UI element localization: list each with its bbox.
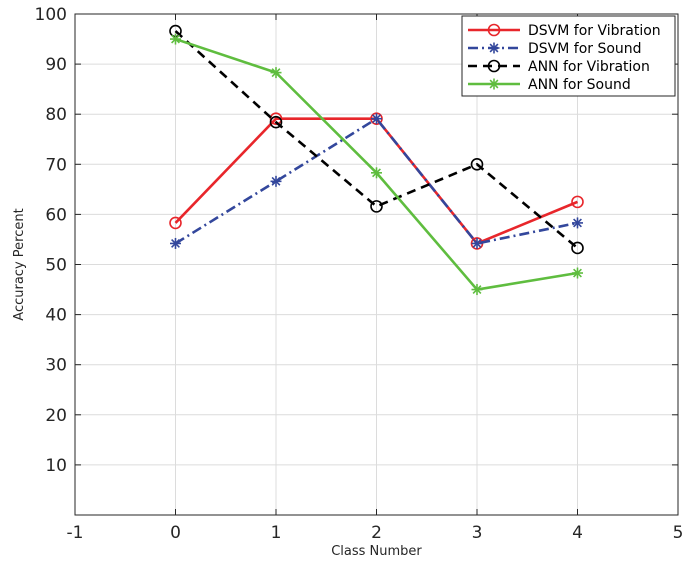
x-tick-label: 0	[170, 523, 181, 543]
y-tick-label: 80	[45, 105, 67, 125]
series-3	[169, 24, 584, 255]
marker-stroke	[372, 168, 381, 178]
data-point	[572, 217, 583, 229]
x-tick-label: 4	[572, 523, 583, 543]
data-point	[170, 33, 181, 45]
legend-item: ANN for Vibration	[468, 59, 650, 75]
x-tick-label: 2	[371, 523, 382, 543]
data-point	[471, 237, 483, 249]
marker-stroke	[372, 114, 381, 124]
y-axis-title: Accuracy Percent	[12, 208, 27, 320]
y-tick-label: 40	[45, 306, 67, 326]
marker-stroke	[271, 176, 281, 186]
y-tick-label: 90	[45, 55, 67, 75]
marker-stroke	[171, 239, 180, 248]
data-point	[269, 115, 283, 129]
legend-marker	[487, 23, 501, 37]
data-point	[471, 284, 483, 296]
data-point	[269, 112, 283, 126]
data-point	[470, 158, 484, 171]
legend: DSVM for Vibration DSVM for Sound ANN for …	[461, 15, 676, 97]
marker-stroke	[472, 239, 482, 248]
legend-marker	[488, 78, 500, 90]
legend-marker	[487, 59, 501, 73]
series-2	[170, 113, 583, 249]
x-tick-label: 5	[673, 523, 683, 543]
legend-label: DSVM for Vibration	[528, 23, 661, 39]
data-point	[270, 67, 282, 79]
legend-marker	[488, 42, 500, 54]
legend-label: DSVM for Sound	[528, 41, 642, 57]
marker-stroke	[573, 218, 582, 228]
y-tick-label: 10	[45, 456, 67, 476]
y-tick-label: 20	[45, 406, 67, 426]
y-tick-label: 60	[45, 205, 67, 225]
marker-stroke	[271, 68, 281, 78]
x-tick-label: 1	[271, 523, 282, 543]
data-point	[169, 216, 182, 230]
x-tick-label: 3	[472, 523, 483, 543]
y-tick-label: 30	[45, 356, 67, 376]
legend-item: DSVM for Sound	[468, 41, 642, 57]
data-point	[571, 195, 584, 209]
y-tick-label: 100	[35, 5, 67, 25]
legend-item: ANN for Sound	[468, 77, 631, 93]
legend-item: DSVM for Vibration	[468, 23, 661, 39]
x-tick-label: -1	[67, 523, 84, 543]
y-tick-label: 70	[45, 155, 67, 175]
data-point	[170, 237, 181, 249]
marker-stroke	[489, 43, 499, 53]
marker-stroke	[171, 34, 180, 44]
axis-ticks: -1 0 1 2 3 4 5 10 20 30 40 50 60 70 80 90 100	[35, 5, 683, 543]
data-point	[371, 113, 382, 125]
marker-stroke	[573, 268, 582, 278]
marker-stroke	[472, 285, 482, 295]
data-point	[571, 241, 584, 255]
marker-stroke	[489, 79, 499, 89]
series-line	[174, 30, 579, 249]
data-point	[270, 175, 282, 187]
legend-label: ANN for Vibration	[528, 59, 650, 75]
data-point	[572, 267, 583, 279]
series-4	[170, 33, 583, 296]
y-tick-label: 50	[45, 256, 67, 276]
data-point	[370, 200, 383, 213]
data-point	[371, 167, 382, 179]
x-axis-title: Class Number	[331, 544, 422, 559]
legend-label: ANN for Sound	[528, 77, 631, 93]
series-group	[169, 24, 584, 296]
